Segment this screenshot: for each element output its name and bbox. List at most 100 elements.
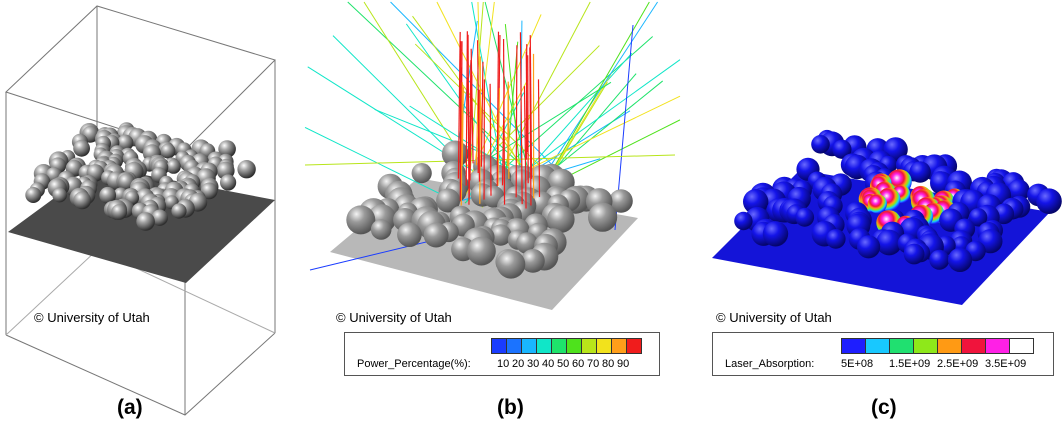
colorbar-swatch (491, 338, 507, 354)
particle (151, 209, 168, 226)
particle (237, 160, 256, 179)
panel-c-credit: © University of Utah (716, 310, 832, 325)
colorbar-swatch (581, 338, 597, 354)
laser-ray-vertical (461, 87, 464, 166)
particle (903, 243, 925, 265)
panel-a-particles (25, 122, 256, 231)
colorbar-swatch (566, 338, 582, 354)
laser-ray (412, 15, 537, 186)
laser-ray (332, 35, 466, 168)
particle (160, 143, 176, 159)
panel-b-credit: © University of Utah (336, 310, 452, 325)
laser-ray-vertical (477, 89, 480, 174)
particle (411, 163, 432, 184)
particle (521, 249, 545, 273)
colorbar-swatch (841, 338, 866, 354)
particle (734, 211, 753, 231)
panel-c-colorbar-legend: Laser_Absorption: 5E+08 1.5E+09 2.5E+09 3.5… (712, 332, 1054, 376)
panel-b-label: (b) (497, 396, 524, 419)
colorbar-swatch (521, 338, 537, 354)
particle (857, 235, 881, 259)
laser-ray (515, 59, 681, 179)
panel-c-label: (c) (871, 396, 897, 419)
particle (547, 205, 575, 233)
laser-ray-vertical (489, 83, 492, 196)
laser-ray (304, 126, 454, 201)
colorbar-tick-label: 50 (557, 358, 570, 370)
laser-ray (558, 80, 664, 166)
particle (909, 161, 931, 183)
colorbar-swatch (626, 338, 642, 354)
laser-ray-vertical (467, 77, 470, 198)
particle (166, 159, 181, 174)
particle (496, 249, 526, 279)
colorbar-swatch (551, 338, 567, 354)
particle (25, 187, 42, 203)
panel-c-particles (734, 129, 1062, 272)
colorbar-tick-label: 1.5E+09 (889, 358, 931, 370)
laser-ray (374, 108, 521, 169)
colorbar-swatch (865, 338, 890, 354)
particle (968, 208, 988, 227)
laser-ray-vertical (470, 48, 474, 164)
particle (1036, 188, 1062, 214)
colorbar-swatch (611, 338, 627, 354)
particle (876, 229, 902, 256)
particle (111, 204, 128, 220)
panel-b-particles (346, 140, 633, 279)
laser-ray-vertical (497, 88, 501, 186)
colorbar-tick-label: 10 (497, 358, 510, 370)
colorbar-tick-label: 90 (617, 358, 630, 370)
laser-ray (512, 52, 633, 187)
colorbar-tick-label: 3.5E+09 (985, 358, 1027, 370)
colorbar-swatch (913, 338, 938, 354)
laser-ray-vertical (537, 79, 541, 198)
particle (220, 174, 237, 191)
colorbar-tick-label: 20 (512, 358, 525, 370)
laser-ray-vertical (515, 45, 518, 198)
particle (516, 232, 538, 254)
particle (99, 186, 117, 204)
colorbar-tick-label: 40 (542, 358, 555, 370)
laser-ray-vertical (496, 31, 500, 186)
colorbar-tick-label: 80 (602, 358, 615, 370)
particle (136, 212, 155, 231)
particle (467, 236, 496, 266)
particle (436, 188, 461, 213)
colorbar-swatch (961, 338, 986, 354)
particle (370, 219, 392, 240)
panel-a-credit: © University of Utah (34, 310, 150, 325)
colorbar-swatch (985, 338, 1010, 354)
panel-b-colorbar-legend: Power_Percentage(%): 10 20 30 40 50 60 70 80 90 (344, 332, 660, 376)
particle (73, 139, 90, 157)
colorbar-swatch (1009, 338, 1034, 354)
laser-ray (480, 45, 600, 165)
colorbar-swatch (937, 338, 962, 354)
laser-ray (554, 1, 650, 166)
laser-ray (553, 73, 637, 171)
particle (929, 249, 950, 270)
panel-b-laser-rays-front (457, 31, 541, 209)
particle (947, 247, 973, 272)
laser-ray-vertical (465, 31, 468, 186)
particle (811, 135, 830, 154)
laser-ray-vertical (523, 86, 527, 209)
colorbar-swatch (889, 338, 914, 354)
colorbar-swatch (506, 338, 522, 354)
colorbar-tick-label: 60 (572, 358, 585, 370)
particle (795, 207, 815, 227)
particle (52, 187, 67, 203)
panel-b-legend-title: Power_Percentage(%): (357, 358, 471, 370)
panel-a-label: (a) (117, 396, 143, 419)
colorbar-tick-label: 30 (527, 358, 540, 370)
particle (609, 189, 633, 213)
laser-ray-vertical (480, 61, 484, 167)
particle (1007, 179, 1030, 202)
colorbar-swatch (596, 338, 612, 354)
particle (490, 224, 512, 246)
laser-ray-vertical (460, 82, 463, 206)
particle (218, 140, 236, 158)
colorbar-swatch (536, 338, 552, 354)
particle (73, 191, 92, 210)
